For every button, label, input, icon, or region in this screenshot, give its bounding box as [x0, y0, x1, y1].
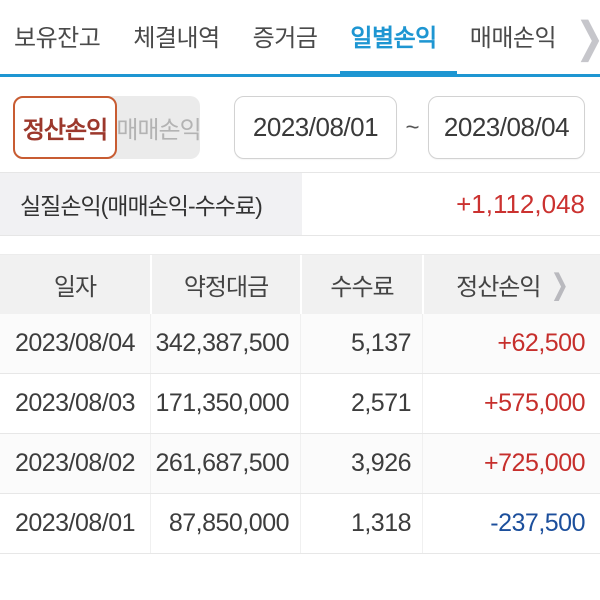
trading-pnl-toggle[interactable]: 매매손익 [116, 117, 201, 144]
header-contract-amount: 약정대금 [150, 255, 300, 314]
cell-settlement-pnl: +725,000 [422, 434, 600, 493]
tab-executions[interactable]: 체결내역 [133, 25, 220, 52]
header-fee: 수수료 [300, 255, 422, 314]
net-profit-value: +1,112,048 [456, 188, 585, 219]
cell-contract-amount: 87,850,000 [150, 494, 300, 553]
cell-fee: 2,571 [300, 374, 422, 433]
cell-date: 2023/08/04 [14, 329, 136, 357]
cell-date: 2023/08/03 [14, 389, 136, 417]
tab-trading-pnl[interactable]: 매매손익 [469, 25, 557, 52]
header-settlement-pnl: 정산손익 ❯ [422, 255, 600, 314]
cell-settlement-pnl: +62,500 [422, 314, 600, 373]
header-settlement-pnl-label: 정산손익 [456, 274, 541, 301]
cell-fee: 1,318 [300, 494, 422, 553]
table-header-row: 일자 약정대금 수수료 정산손익 ❯ [0, 254, 600, 314]
cell-date: 2023/08/01 [14, 509, 136, 537]
net-profit-summary: 실질손익(매매손익-수수료) +1,112,048 [0, 172, 600, 236]
table-row[interactable]: 2023/08/01 87,850,000 1,318 -237,500 [0, 494, 600, 554]
cell-date: 2023/08/02 [14, 449, 136, 477]
cell-contract-amount: 261,687,500 [150, 434, 300, 493]
date-from-input[interactable]: 2023/08/01 [234, 96, 397, 159]
top-tab-bar: 보유잔고 체결내역 증거금 일별손익 매매손익 ❯ [0, 0, 600, 77]
table-row[interactable]: 2023/08/03 171,350,000 2,571 +575,000 [0, 374, 600, 434]
daily-pnl-table: 일자 약정대금 수수료 정산손익 ❯ 2023/08/04 342,387,50… [0, 254, 600, 554]
tab-holdings[interactable]: 보유잔고 [14, 25, 101, 52]
cell-settlement-pnl: +575,000 [422, 374, 600, 433]
cell-fee: 5,137 [300, 314, 422, 373]
settlement-pnl-toggle[interactable]: 정산손익 [13, 96, 117, 159]
cell-contract-amount: 342,387,500 [150, 314, 300, 373]
table-row[interactable]: 2023/08/04 342,387,500 5,137 +62,500 [0, 314, 600, 374]
date-to-input[interactable]: 2023/08/04 [428, 96, 585, 159]
date-range-separator: ~ [405, 113, 420, 141]
table-row[interactable]: 2023/08/02 261,687,500 3,926 +725,000 [0, 434, 600, 494]
tabs-scroll-right-icon[interactable]: ❯ [576, 13, 600, 63]
tab-margin[interactable]: 증거금 [252, 25, 318, 52]
cell-contract-amount: 171,350,000 [150, 374, 300, 433]
profit-type-segmented-control: 정산손익 매매손익 [13, 96, 202, 159]
header-date: 일자 [53, 274, 97, 301]
tab-daily-pnl[interactable]: 일별손익 [340, 0, 458, 77]
net-profit-label: 실질손익(매매손익-수수료) [0, 173, 302, 235]
filter-row: 정산손익 매매손익 2023/08/01 ~ 2023/08/04 [0, 77, 600, 159]
columns-scroll-right-icon[interactable]: ❯ [550, 267, 568, 301]
cell-settlement-pnl: -237,500 [422, 494, 600, 553]
cell-fee: 3,926 [300, 434, 422, 493]
